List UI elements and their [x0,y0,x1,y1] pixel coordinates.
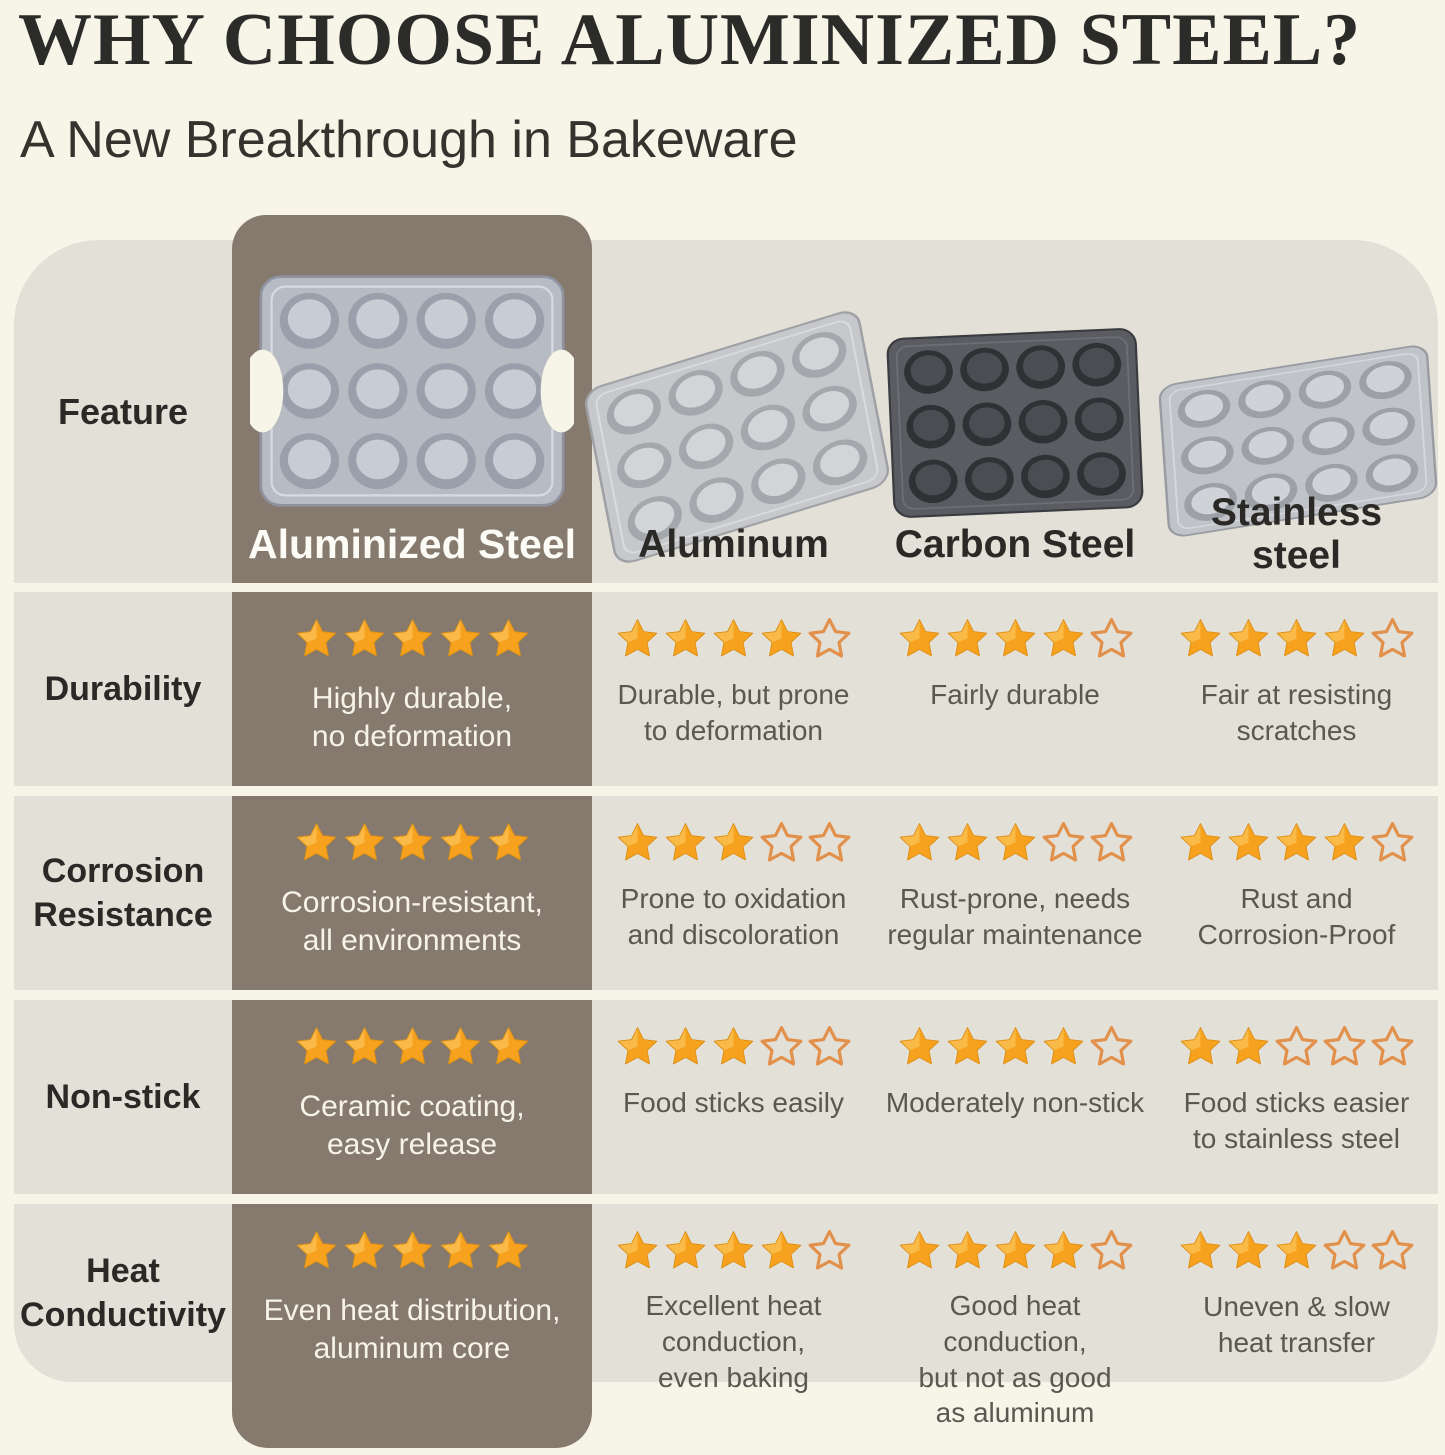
cell-nonstick-carbon: Moderately non-stick [875,1000,1155,1194]
rating-note: Rust-prone, needs regular maintenance [887,883,1143,950]
cell-nonstick-aluminum: Food sticks easily [592,1000,875,1194]
aluminized-steel-pan-image [250,265,574,517]
feature-label-nonstick: Non-stick [45,1077,201,1116]
star-rating [1178,1228,1415,1274]
column-header-stainless-steel: Stainless steel [1155,240,1438,583]
cell-corrosion-aluminized: Corrosion-resistant, all environments [232,796,592,990]
star-rating [615,820,852,866]
column-header-carbon-steel: Carbon Steel [875,240,1155,583]
cell-durability-carbon: Fairly durable [875,592,1155,786]
rating-note: Uneven & slow heat transfer [1203,1291,1390,1358]
cell-nonstick-aluminized: Ceramic coating, easy release [232,1000,592,1194]
aluminum-pan-image [572,296,902,578]
page-subtitle: A New Breakthrough in Bakeware [20,111,798,169]
cell-durability-stainless: Fair at resisting scratches [1155,592,1438,786]
cell-heat-aluminum: Excellent heat conduction, even baking [592,1204,875,1393]
cell-durability-aluminized: Highly durable, no deformation [232,592,592,786]
rating-note: Highly durable, no deformation [311,682,513,754]
star-rating [615,616,852,662]
feature-column-header: Feature [57,390,189,432]
star-rating [1178,1024,1415,1070]
rating-note: Corrosion-resistant, all environments [281,886,543,958]
rating-note: Excellent heat conduction, even baking [645,1290,822,1393]
star-rating [897,1024,1134,1070]
rating-note: Fair at resisting scratches [1200,679,1393,746]
page-title: WHY CHOOSE ALUMINIZED STEEL? [18,0,1362,81]
feature-label-durability: Durability [44,669,202,708]
star-rating [294,616,531,662]
stainless-steel-pan-image [1149,338,1445,545]
star-rating [897,1228,1134,1273]
star-rating [294,1024,531,1070]
cell-corrosion-aluminum: Prone to oxidation and discoloration [592,796,875,990]
cell-nonstick-stainless: Food sticks easier to stainless steel [1155,1000,1438,1194]
cell-corrosion-carbon: Rust-prone, needs regular maintenance [875,796,1155,990]
rating-note: Good heat conduction, but not as good as… [918,1290,1112,1429]
rating-note: Prone to oxidation and discoloration [620,883,847,950]
cell-heat-stainless: Uneven & slow heat transfer [1155,1204,1438,1382]
rating-note: Moderately non-stick [885,1087,1145,1118]
star-rating [1178,616,1415,662]
rating-note: Food sticks easier to stainless steel [1183,1087,1410,1154]
cell-durability-aluminum: Durable, but prone to deformation [592,592,875,786]
star-rating [294,820,531,866]
rating-note: Even heat distribution, aluminum core [263,1294,561,1366]
star-rating [897,616,1134,662]
feature-label-corrosion: Corrosion Resistance [33,851,213,934]
column-header-aluminized-steel: Aluminized Steel [232,215,592,583]
rating-note: Food sticks easily [623,1087,844,1118]
rating-note: Rust and Corrosion-Proof [1197,883,1396,950]
carbon-steel-pan-image [877,308,1152,538]
star-rating [615,1024,852,1070]
column-label: Stainless steel [1210,490,1383,578]
column-label: Aluminum [638,523,829,567]
rating-note: Ceramic coating, easy release [299,1090,525,1162]
column-label: Aluminized Steel [247,521,577,568]
star-rating [294,1228,531,1274]
star-rating [1178,820,1415,866]
star-rating [897,820,1134,866]
column-header-aluminum: Aluminum [584,240,890,583]
cell-heat-carbon: Good heat conduction, but not as good as… [875,1204,1155,1428]
column-label: Carbon Steel [894,523,1136,567]
rating-note: Durable, but prone to deformation [617,679,850,746]
feature-label-heat: Heat Conductivity [20,1251,226,1334]
star-rating [615,1228,852,1273]
rating-note: Fairly durable [930,679,1100,710]
cell-heat-aluminized: Even heat distribution, aluminum core [232,1204,592,1382]
cell-corrosion-stainless: Rust and Corrosion-Proof [1155,796,1438,990]
